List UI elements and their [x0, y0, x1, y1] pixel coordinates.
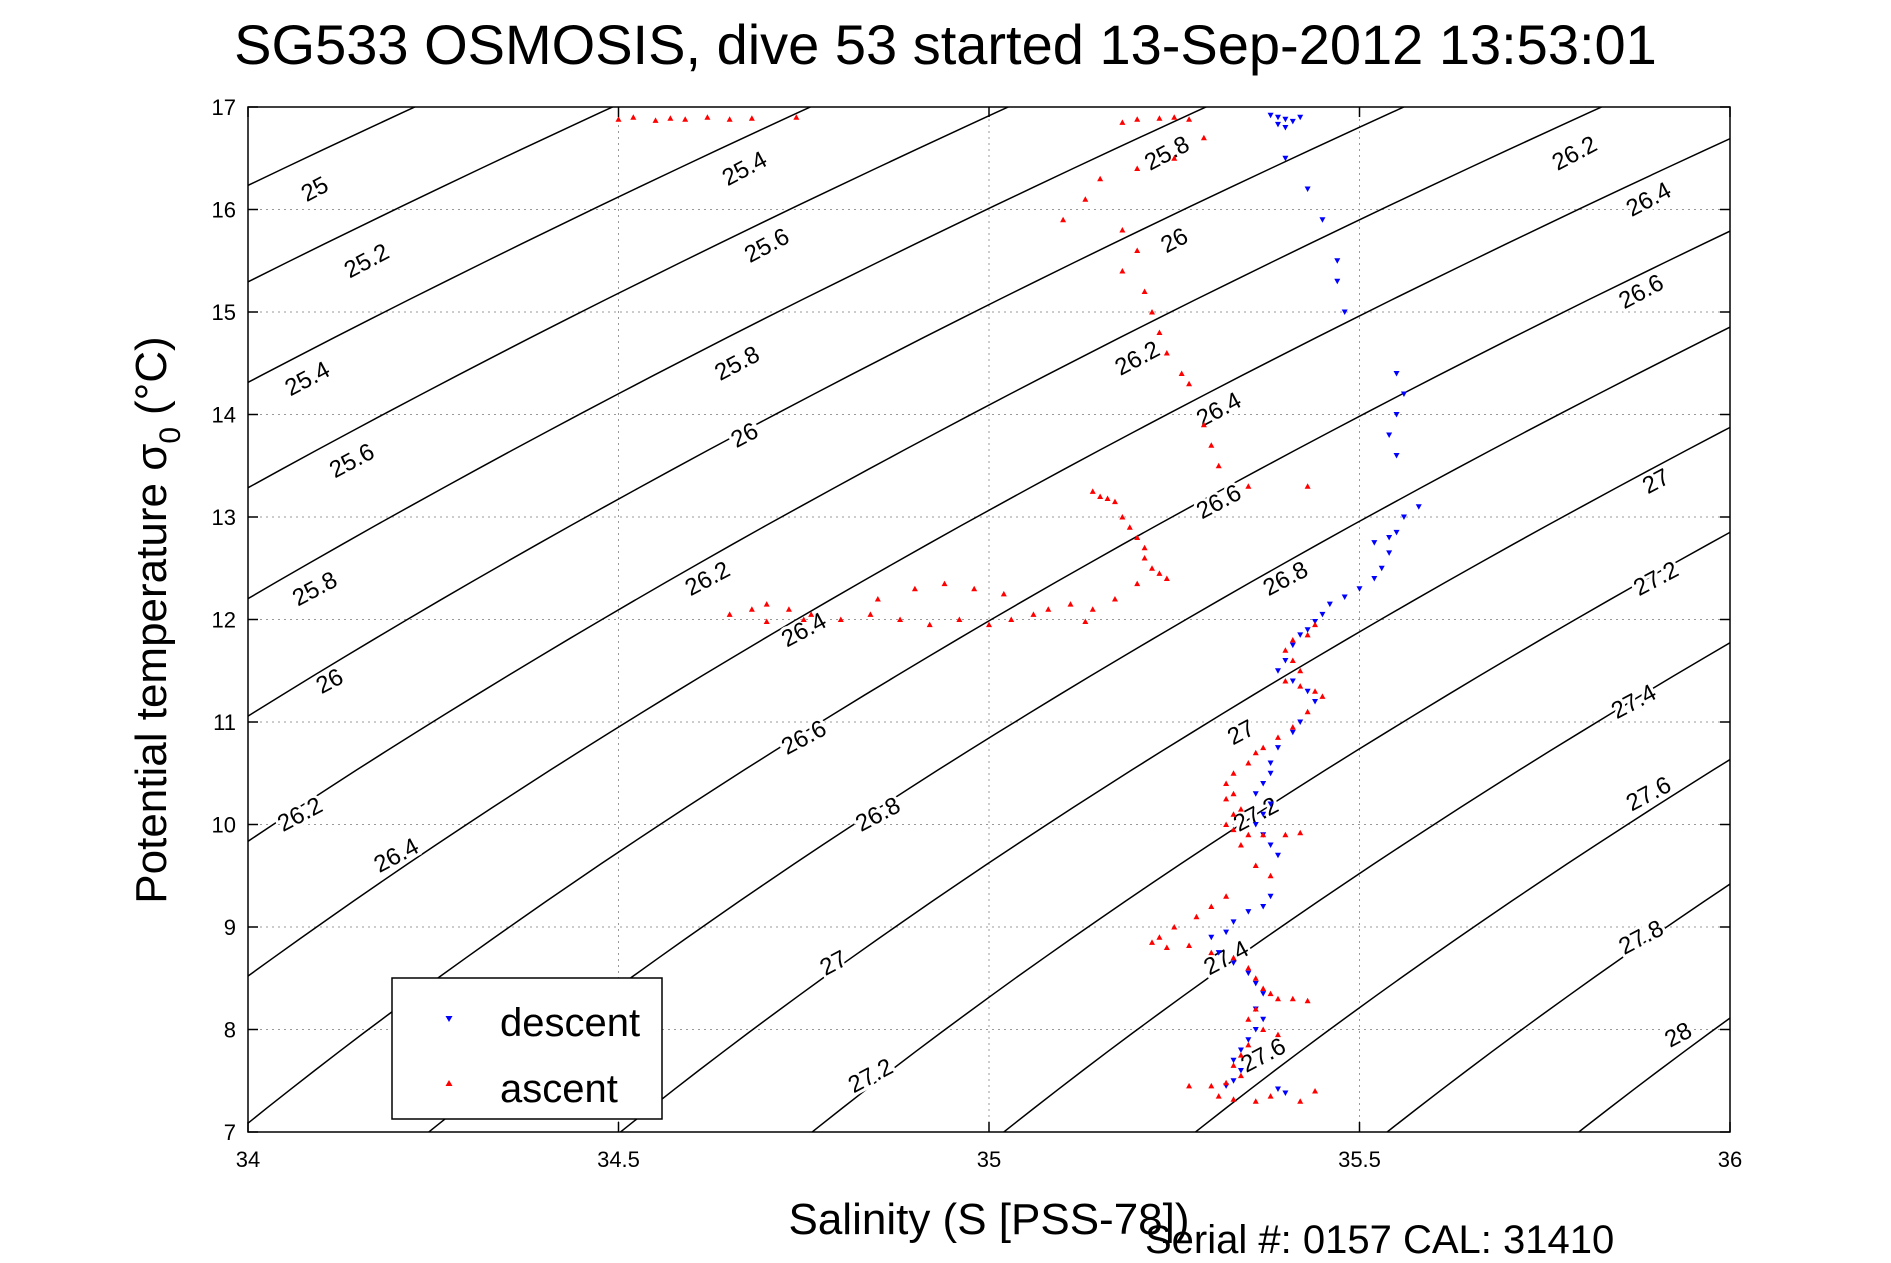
legend-descent-label: descent: [500, 1001, 640, 1045]
x-tick-label: 34: [236, 1147, 260, 1172]
x-tick-label: 36: [1718, 1147, 1742, 1172]
y-tick-label: 7: [224, 1120, 236, 1145]
y-tick-label: 8: [224, 1018, 236, 1043]
legend-ascent-label: ascent: [500, 1067, 618, 1111]
x-tick-label: 34.5: [597, 1147, 640, 1172]
y-tick-label: 15: [212, 300, 236, 325]
y-tick-label: 16: [212, 198, 236, 223]
x-tick-label: 35: [977, 1147, 1001, 1172]
y-axis-label-subscript: 0: [154, 427, 187, 444]
y-tick-label: 13: [212, 505, 236, 530]
y-tick-label: 14: [212, 403, 236, 428]
serial-cal-footer: Serial #: 0157 CAL: 31410: [1145, 1218, 1614, 1263]
y-tick-label: 9: [224, 915, 236, 940]
y-tick-label: 12: [212, 608, 236, 633]
y-axis-label-unit: (°C): [127, 336, 176, 415]
y-tick-label: 11: [213, 710, 236, 735]
y-tick-label: 17: [212, 95, 236, 120]
x-tick-label: 35.5: [1338, 1147, 1381, 1172]
y-axis-label-main: Potential temperature σ: [127, 444, 176, 904]
y-tick-label: 10: [212, 813, 236, 838]
legend: descent ascent: [392, 978, 662, 1119]
y-axis-label: Potential temperature σ0 (°C): [127, 336, 187, 903]
x-axis-label: Salinity (S [PSS-78]): [788, 1195, 1189, 1244]
